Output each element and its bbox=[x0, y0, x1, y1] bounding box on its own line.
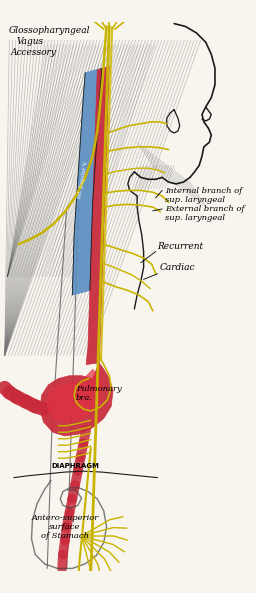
Text: External branch of
sup. laryngeal: External branch of sup. laryngeal bbox=[165, 205, 244, 222]
Text: Glossopharyngeal: Glossopharyngeal bbox=[9, 26, 91, 35]
Polygon shape bbox=[40, 363, 113, 436]
Text: Internal branch of
sup. laryngeal: Internal branch of sup. laryngeal bbox=[165, 187, 242, 204]
Text: Recurrent: Recurrent bbox=[157, 242, 204, 251]
Polygon shape bbox=[86, 66, 109, 365]
Polygon shape bbox=[46, 369, 102, 422]
Text: Int. Jugular V.: Int. Jugular V. bbox=[77, 160, 88, 199]
Text: Vagus: Vagus bbox=[17, 37, 44, 46]
Text: DIAPHRAGM: DIAPHRAGM bbox=[51, 463, 99, 470]
Text: Antero-superior
surface
of Stomach: Antero-superior surface of Stomach bbox=[31, 514, 99, 540]
Text: Cardiac: Cardiac bbox=[159, 263, 195, 272]
Text: Pulmonary
bra.: Pulmonary bra. bbox=[76, 385, 122, 402]
Text: Accessory: Accessory bbox=[11, 48, 57, 57]
Polygon shape bbox=[72, 68, 102, 295]
